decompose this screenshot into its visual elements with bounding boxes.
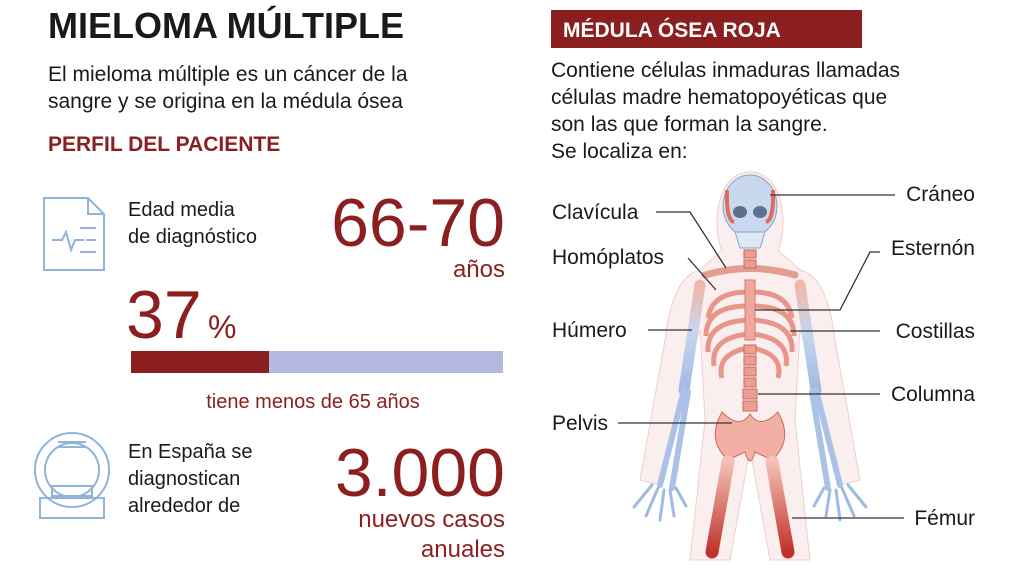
percent-caption: tiene menos de 65 años bbox=[206, 391, 420, 413]
skeleton bbox=[632, 171, 868, 561]
location-label: Cráneo bbox=[906, 183, 975, 206]
percent-bar-track bbox=[131, 351, 503, 373]
description: células madre hematopoyéticas que bbox=[551, 86, 887, 109]
document-icon bbox=[43, 197, 105, 271]
percent-bar bbox=[131, 351, 269, 373]
cases-value: 3.000 bbox=[335, 435, 505, 511]
description: son las que forman la sangre. bbox=[551, 113, 828, 136]
title: MIELOMA MÚLTIPLE bbox=[48, 4, 404, 46]
location-label: Pelvis bbox=[552, 412, 608, 435]
location-label: Húmero bbox=[552, 319, 627, 342]
section-heading: MÉDULA ÓSEA ROJA bbox=[563, 18, 781, 42]
age-value: 66-70 bbox=[331, 185, 505, 261]
section-heading: PERFIL DEL PACIENTE bbox=[48, 133, 280, 156]
cases-label: En España se bbox=[128, 441, 253, 463]
location-label: Homóplatos bbox=[552, 246, 664, 269]
leader-lines bbox=[618, 194, 904, 519]
location-label: Costillas bbox=[896, 320, 975, 343]
cases-unit: anuales bbox=[421, 536, 505, 563]
percent-value: 37 bbox=[126, 277, 202, 353]
location-label: Esternón bbox=[891, 237, 975, 260]
age-label: Edad media bbox=[128, 199, 236, 221]
cases-unit: nuevos casos bbox=[358, 506, 505, 533]
cases-label: diagnostican bbox=[128, 468, 240, 490]
age-label: de diagnóstico bbox=[128, 226, 257, 248]
description: Contiene células inmaduras llamadas bbox=[551, 59, 900, 82]
location-label: Clavícula bbox=[552, 201, 639, 224]
heading-banner bbox=[551, 10, 862, 48]
scanner-icon bbox=[34, 432, 110, 519]
location-label: Columna bbox=[891, 383, 975, 406]
description: Se localiza en: bbox=[551, 140, 688, 163]
cases-label: alrededor de bbox=[128, 495, 240, 517]
location-label: Fémur bbox=[914, 507, 975, 530]
subtitle: sangre y se origina en la médula ósea bbox=[48, 90, 403, 113]
percent-unit: % bbox=[208, 309, 236, 345]
subtitle: El mieloma múltiple es un cáncer de la bbox=[48, 63, 408, 86]
age-unit: años bbox=[453, 256, 505, 283]
